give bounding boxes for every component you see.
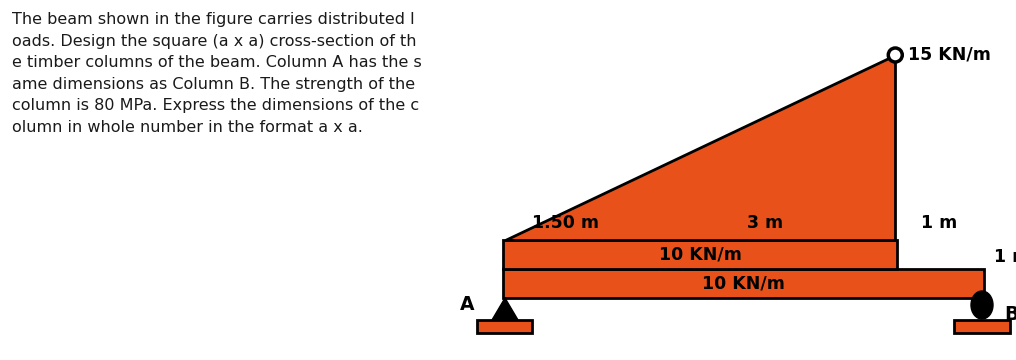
Polygon shape	[492, 298, 518, 320]
Text: 1.50 m: 1.50 m	[531, 214, 598, 232]
Polygon shape	[505, 55, 895, 240]
Text: 1 m: 1 m	[920, 214, 957, 232]
Bar	[503, 269, 985, 298]
Text: The beam shown in the figure carries distributed l
oads. Design the square (a x : The beam shown in the figure carries dis…	[12, 12, 422, 135]
Bar	[954, 320, 1010, 333]
Text: 10 KN/m: 10 KN/m	[658, 246, 742, 264]
Ellipse shape	[971, 291, 993, 319]
Text: B: B	[1004, 306, 1016, 324]
Bar	[478, 320, 532, 333]
Text: A: A	[460, 296, 474, 315]
Bar	[503, 240, 897, 269]
Text: 1 m: 1 m	[994, 248, 1016, 266]
Text: 10 KN/m: 10 KN/m	[702, 274, 785, 292]
Text: 15 KN/m: 15 KN/m	[908, 45, 992, 63]
Text: 3 m: 3 m	[747, 214, 783, 232]
Circle shape	[888, 48, 902, 62]
